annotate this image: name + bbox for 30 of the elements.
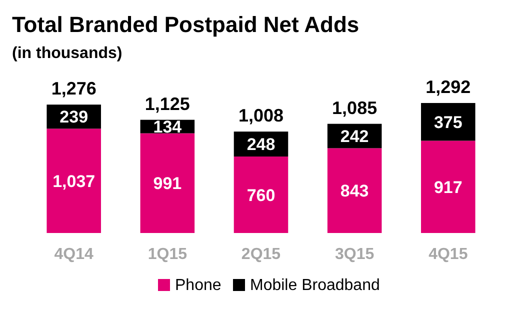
bar	[234, 156, 288, 233]
x-tick-label: 4Q15	[428, 246, 468, 263]
data-label: 760	[246, 186, 276, 205]
total-label: 1,085	[332, 98, 378, 118]
legend-label: Phone	[175, 277, 222, 294]
chart-title: Total Branded Postpaid Net Adds	[12, 12, 360, 37]
x-tick-label: 4Q14	[54, 246, 94, 263]
bar	[421, 103, 476, 141]
total-label: 1,125	[144, 94, 190, 114]
bar	[140, 133, 195, 233]
bar	[327, 148, 382, 233]
bar	[421, 140, 476, 233]
data-label: 375	[434, 112, 462, 132]
x-tick-label: 3Q15	[335, 246, 374, 263]
chart-subtitle: (in thousands)	[12, 45, 122, 62]
data-label: 239	[60, 108, 88, 127]
data-label: 843	[340, 182, 369, 201]
data-label: 134	[153, 118, 182, 137]
x-tick-label: 1Q15	[148, 246, 188, 263]
total-label: 1,008	[238, 106, 284, 126]
data-label: 991	[153, 174, 182, 194]
data-label: 917	[434, 178, 462, 197]
data-label: 1,037	[52, 172, 96, 191]
total-label: 1,292	[426, 77, 471, 97]
x-tick-label: 2Q15	[241, 246, 281, 263]
bar	[46, 128, 101, 233]
data-label: 242	[340, 127, 369, 146]
total-label: 1,276	[51, 78, 96, 99]
legend-label: Mobile Broadband	[250, 277, 380, 294]
data-label: 248	[246, 135, 276, 154]
